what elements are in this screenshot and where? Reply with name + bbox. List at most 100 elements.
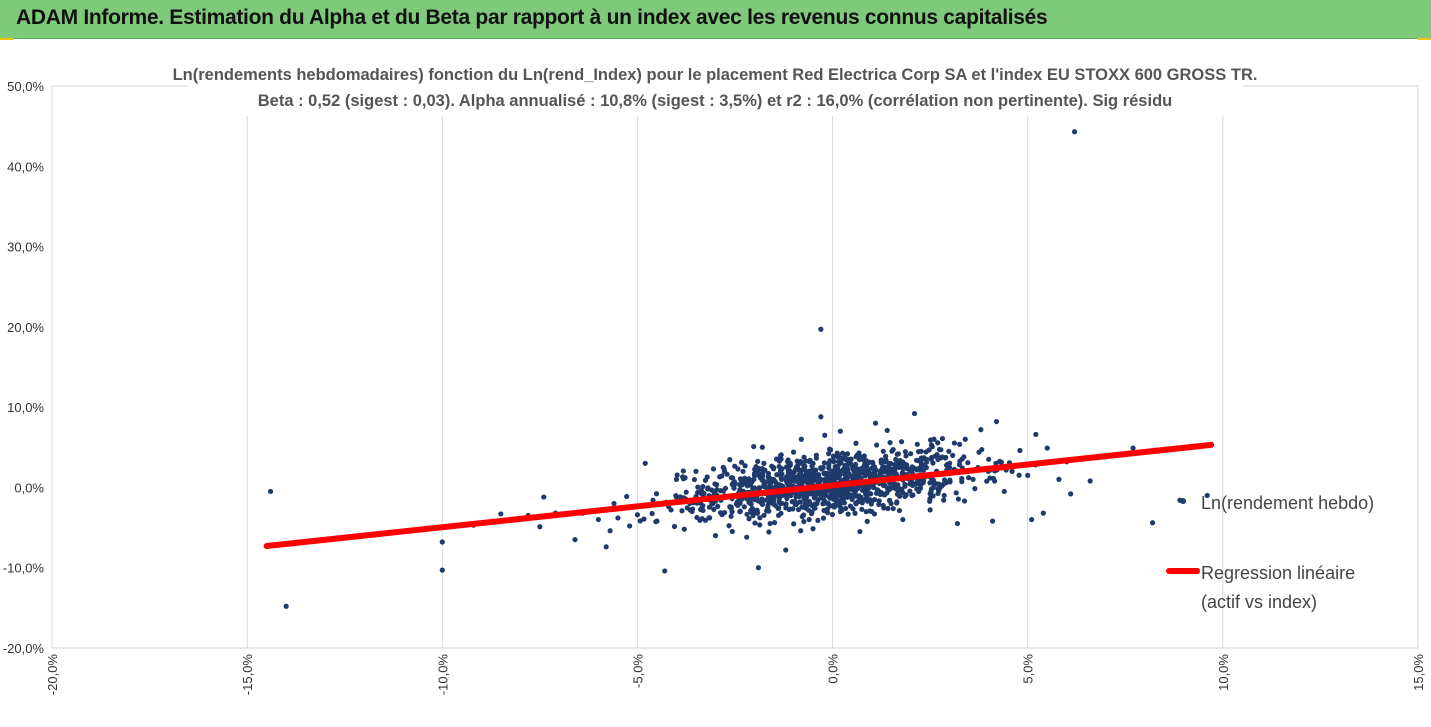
x-tick-label: 15,0% [1411,654,1426,691]
scatter-point [842,471,848,477]
scatter-point [649,510,655,517]
scatter-point [1150,520,1156,526]
scatter-point [751,485,757,491]
scatter-point [951,440,958,446]
scatter-point [909,492,915,499]
scatter-point [907,488,913,494]
scatter-point [710,466,717,472]
scatter-point [744,534,750,540]
scatter-point [693,468,699,474]
scatter-point [907,481,913,487]
scatter-point [732,463,738,469]
scatter-point [714,482,720,488]
scatter-point [970,476,976,482]
scatter-point [746,516,752,522]
scatter-point [719,473,725,479]
scatter-point [848,456,854,462]
scatter-point [717,488,724,494]
y-tick-label: -20,0% [3,641,45,656]
scatter-point [858,494,864,500]
scatter-point [946,448,952,454]
y-tick-label: 30,0% [7,240,44,255]
scatter-point [911,410,918,417]
scatter-point [776,512,782,518]
scatter-point [791,469,797,475]
scatter-point [683,489,689,495]
scatter-point [859,506,865,512]
scatter-point [829,494,835,500]
scatter-point [822,493,828,499]
scatter-point [961,498,968,504]
scatter-point [728,513,734,519]
scatter-point [653,491,660,497]
scatter-point [844,451,851,457]
scatter-point [878,490,884,496]
scatter-point [836,475,842,481]
scatter-point [737,508,743,514]
scatter-point [680,474,686,480]
y-tick-label: 0,0% [14,480,44,495]
scatter-point [927,507,933,513]
regression-line [263,441,1215,550]
scatter-point [742,463,748,469]
scatter-point [766,529,772,535]
scatter-point [767,520,773,527]
scatter-point [847,460,853,466]
scatter-point [711,489,717,495]
scatter-point [751,443,757,450]
scatter-point [786,468,792,475]
scatter-point [740,468,746,475]
scatter-point [541,494,547,500]
scatter-point [818,414,824,420]
y-tick-label: 40,0% [7,159,44,174]
legend-regression-label: Regression linéaire [1201,563,1355,583]
scatter-point [929,444,935,450]
scatter-point [863,509,869,515]
scatter-point [989,518,996,524]
scatter-point [882,482,888,489]
scatter-point [680,468,686,474]
scatter-point [844,475,850,481]
scatter-point [818,494,824,501]
scatter-point [791,521,797,527]
scatter-point [820,501,826,507]
scatter-point [789,499,795,505]
scatter-point [825,501,831,507]
scatter-point [797,499,803,505]
scatter-point [834,454,841,460]
scatter-point [705,485,711,491]
scatter-point [783,505,789,511]
scatter-point [833,496,839,502]
scatter-point [699,505,705,511]
scatter-point [979,446,985,453]
x-tick-label: -10,0% [435,654,450,696]
scatter-point [837,503,843,510]
scatter-point [769,463,775,469]
scatter-point [673,476,680,482]
x-tick-label: 0,0% [826,654,841,684]
scatter-point [1025,472,1031,478]
scatter-point [783,501,789,507]
scatter-point [872,420,879,426]
scatter-point [815,471,822,478]
scatter-point [899,459,905,465]
scatter-point [805,474,811,480]
scatter-point [749,496,755,502]
scatter-point [624,493,630,500]
scatter-point [926,447,932,453]
scatter-point [802,492,808,498]
scatter-point [833,501,839,507]
scatter-point [498,511,504,517]
scatter-point [954,520,961,527]
scatter-point [868,501,874,507]
scatter-point [823,471,829,477]
scatter-point [813,467,819,473]
regression-line-group [263,441,1215,550]
scatter-point [884,427,890,434]
scatter-point [902,481,908,488]
scatter-point [1087,478,1093,484]
scatter-point [885,505,891,512]
scatter-point [914,441,920,447]
scatter-point [920,477,927,483]
x-tick-label: -20,0% [45,654,60,696]
